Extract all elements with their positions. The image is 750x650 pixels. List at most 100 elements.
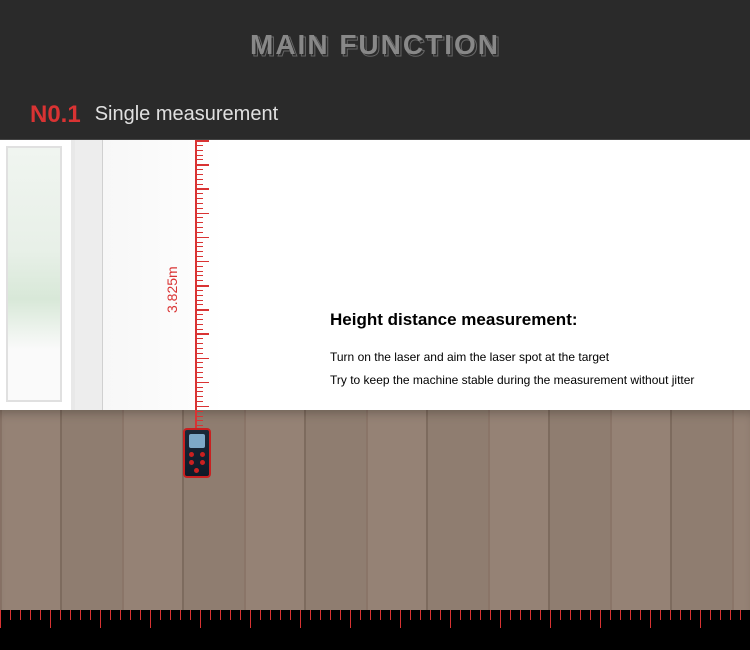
ruler-tick (195, 285, 209, 287)
ruler-tick (195, 372, 203, 373)
bottom-ruler-tick (210, 610, 211, 620)
bottom-ruler-tick (410, 610, 411, 620)
bottom-ruler-tick (290, 610, 291, 620)
device-button (189, 460, 194, 465)
ruler-tick (195, 217, 203, 218)
wall-molding (75, 140, 103, 410)
ruler-tick (195, 425, 203, 426)
bottom-ruler-tick (660, 610, 661, 620)
ruler-tick (195, 411, 203, 412)
bottom-ruler-tick (10, 610, 11, 620)
ruler-tick (195, 193, 203, 194)
subtitle-text: Single measurement (95, 103, 278, 126)
ruler-tick (195, 251, 203, 252)
bottom-ruler-tick (320, 610, 321, 620)
device-screen (189, 434, 205, 448)
measurement-value: 3.825m (164, 266, 180, 313)
bottom-ruler-tick (200, 610, 201, 628)
description-line-2: Try to keep the machine stable during th… (330, 369, 730, 392)
header-bar: MAIN FUNCTION MAIN FUNCTION (0, 0, 750, 90)
bottom-ruler-tick (80, 610, 81, 620)
ruler-tick (195, 203, 203, 204)
main-title: MAIN FUNCTION (250, 29, 500, 61)
ruler-tick (195, 387, 203, 388)
ruler-tick (195, 314, 203, 315)
ruler-tick (195, 362, 203, 363)
bottom-ruler-tick (20, 610, 21, 620)
bottom-ruler-tick (220, 610, 221, 620)
bottom-ruler-tick (490, 610, 491, 620)
bottom-ruler-tick (420, 610, 421, 620)
ruler-tick (195, 391, 203, 392)
ruler-tick (195, 242, 203, 243)
bottom-ruler-tick (120, 610, 121, 620)
ruler-tick (195, 329, 203, 330)
ruler-tick (195, 232, 203, 233)
bottom-ruler-tick (670, 610, 671, 620)
ruler-tick (195, 140, 209, 142)
ruler-tick (195, 295, 203, 296)
device-button (200, 452, 205, 457)
bottom-ruler-tick (180, 610, 181, 620)
window-pane (6, 146, 62, 402)
ruler-tick (195, 222, 203, 223)
bottom-ruler-tick (390, 610, 391, 620)
bottom-ruler-tick (480, 610, 481, 620)
subtitle-number: N0.1 (30, 101, 81, 129)
bottom-ruler-tick (230, 610, 231, 620)
bottom-ruler-tick (40, 610, 41, 620)
bottom-ruler-tick (360, 610, 361, 620)
ruler-tick (195, 348, 203, 349)
ruler-tick (195, 358, 209, 360)
bottom-ruler-tick (400, 610, 401, 628)
bottom-ruler-tick (550, 610, 551, 628)
bottom-ruler-tick (630, 610, 631, 620)
floor (0, 410, 750, 610)
bottom-ruler-tick (60, 610, 61, 620)
bottom-ruler-tick (520, 610, 521, 620)
bottom-ruler-tick (620, 610, 621, 620)
ruler-tick (195, 227, 203, 228)
bottom-ruler-tick (680, 610, 681, 620)
ruler-tick (195, 164, 209, 166)
bottom-ruler-tick (110, 610, 111, 620)
vertical-ruler (195, 140, 225, 430)
bottom-ruler-tick (250, 610, 251, 628)
ruler-tick (195, 396, 203, 397)
bottom-ruler-tick (300, 610, 301, 628)
ruler-tick (195, 401, 203, 402)
ruler-tick (195, 324, 203, 325)
bottom-ruler-tick (50, 610, 51, 628)
ruler-tick (195, 343, 203, 344)
description-line-1: Turn on the laser and aim the laser spot… (330, 346, 730, 369)
bottom-ruler-tick (510, 610, 511, 620)
ruler-tick (195, 280, 203, 281)
bottom-ruler-tick (530, 610, 531, 620)
bottom-ruler-tick (370, 610, 371, 620)
ruler-tick (195, 246, 203, 247)
bottom-ruler-tick (150, 610, 151, 628)
ruler-tick (195, 309, 209, 311)
bottom-ruler-tick (140, 610, 141, 620)
description-title: Height distance measurement: (330, 310, 730, 330)
description-block: Height distance measurement: Turn on the… (330, 310, 730, 392)
bottom-ruler-tick (310, 610, 311, 620)
window-frame (0, 140, 75, 410)
ruler-tick (195, 159, 203, 160)
bottom-ruler-tick (350, 610, 351, 628)
bottom-ruler-tick (500, 610, 501, 628)
bottom-ruler (0, 610, 750, 650)
ruler-tick (195, 304, 203, 305)
ruler-tick (195, 198, 203, 199)
device-button (194, 468, 199, 473)
ruler-tick (195, 416, 203, 417)
bottom-ruler-tick (380, 610, 381, 620)
ruler-tick (195, 266, 203, 267)
bottom-ruler-tick (330, 610, 331, 620)
bottom-ruler-tick (690, 610, 691, 620)
ruler-tick (195, 174, 203, 175)
bottom-ruler-tick (570, 610, 571, 620)
ruler-tick (195, 271, 203, 272)
bottom-ruler-tick (90, 610, 91, 620)
laser-device (183, 428, 211, 478)
